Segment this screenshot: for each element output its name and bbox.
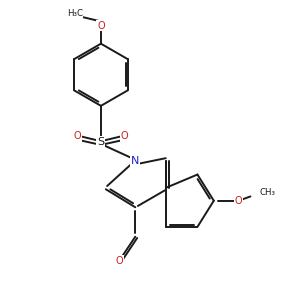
Text: S: S xyxy=(98,137,104,147)
Text: O: O xyxy=(74,131,81,141)
Text: O: O xyxy=(235,196,242,206)
Text: O: O xyxy=(97,21,105,31)
Text: O: O xyxy=(121,131,128,141)
Text: H₃C: H₃C xyxy=(67,9,83,18)
Text: CH₃: CH₃ xyxy=(260,188,276,197)
Text: N: N xyxy=(131,157,140,166)
Text: O: O xyxy=(115,256,123,266)
